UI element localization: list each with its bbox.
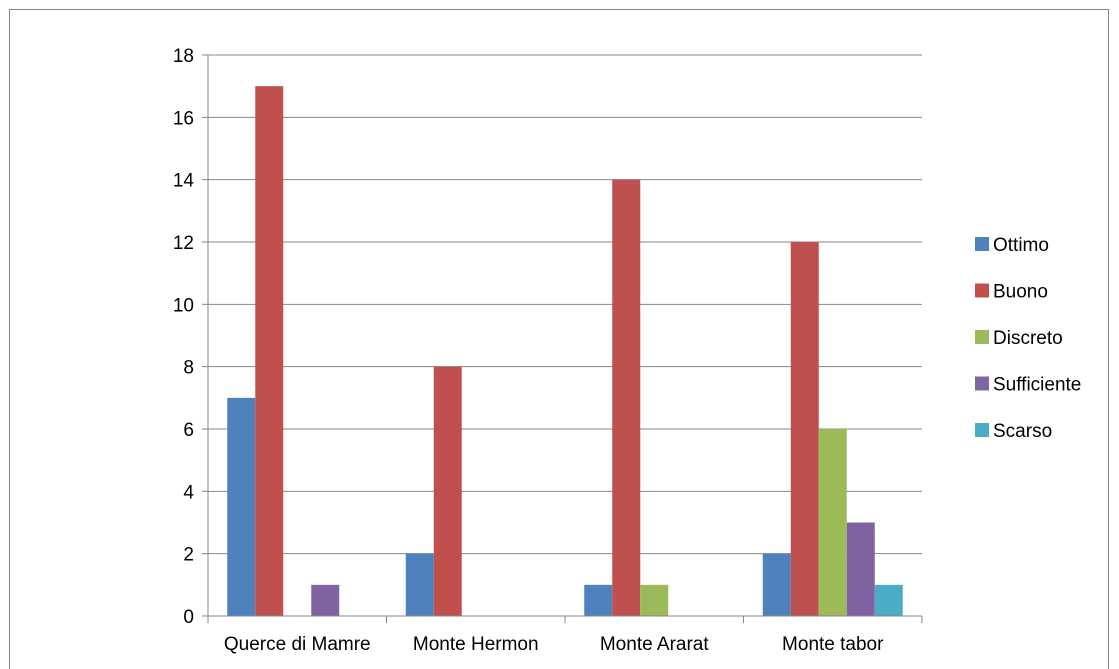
legend-swatch-discreto bbox=[975, 330, 989, 344]
y-tick-label: 18 bbox=[173, 46, 194, 67]
bar-ottimo-3 bbox=[584, 584, 613, 616]
legend-swatch-ottimo bbox=[975, 237, 989, 251]
legend-label-ottimo: Ottimo bbox=[993, 235, 1049, 256]
bars bbox=[227, 86, 903, 616]
y-tick-label: 10 bbox=[173, 295, 194, 316]
bar-buono-2 bbox=[433, 366, 462, 616]
x-axis-tick-labels: Querce di Mamre Monte Hermon Monte Ararat M… bbox=[224, 634, 884, 655]
y-tick-label: 8 bbox=[183, 358, 194, 379]
legend: Ottimo Buono Discreto Sufficiente Scarso bbox=[975, 235, 1081, 442]
x-tick-label: Monte Ararat bbox=[600, 634, 709, 655]
x-tick-label: Monte tabor bbox=[782, 634, 884, 655]
bar-sufficiente-1 bbox=[311, 584, 340, 616]
bar-discreto-4 bbox=[818, 429, 847, 616]
axes bbox=[202, 54, 923, 623]
y-tick-label: 4 bbox=[183, 482, 194, 503]
y-axis-tick-labels: 0 2 4 6 8 10 12 14 16 18 bbox=[173, 46, 195, 628]
legend-label-scarso: Scarso bbox=[993, 421, 1052, 442]
x-tick-label: Querce di Mamre bbox=[224, 634, 371, 655]
legend-swatch-sufficiente bbox=[975, 376, 989, 391]
y-tick-label: 12 bbox=[173, 233, 194, 254]
bar-buono-3 bbox=[612, 179, 641, 616]
bar-ottimo-1 bbox=[227, 397, 256, 616]
legend-swatch-buono bbox=[975, 283, 989, 298]
bar-ottimo-4 bbox=[762, 553, 791, 616]
legend-swatch-scarso bbox=[975, 423, 989, 437]
y-tick-label: 2 bbox=[183, 545, 194, 566]
y-tick-label: 16 bbox=[173, 108, 194, 129]
y-tick-label: 0 bbox=[183, 607, 194, 628]
y-tick-label: 14 bbox=[173, 171, 195, 192]
bar-sufficiente-4 bbox=[846, 522, 875, 616]
bar-buono-1 bbox=[255, 86, 284, 616]
x-tick-label: Monte Hermon bbox=[413, 634, 539, 655]
legend-label-discreto: Discreto bbox=[993, 328, 1063, 349]
legend-label-sufficiente: Sufficiente bbox=[993, 375, 1081, 396]
legend-label-buono: Buono bbox=[993, 282, 1048, 303]
bar-ottimo-2 bbox=[405, 553, 434, 616]
bar-discreto-3 bbox=[640, 584, 669, 616]
y-tick-label: 6 bbox=[183, 420, 194, 441]
bar-scarso-4 bbox=[874, 584, 903, 616]
chart-area bbox=[9, 9, 1109, 669]
bar-buono-4 bbox=[790, 242, 819, 616]
